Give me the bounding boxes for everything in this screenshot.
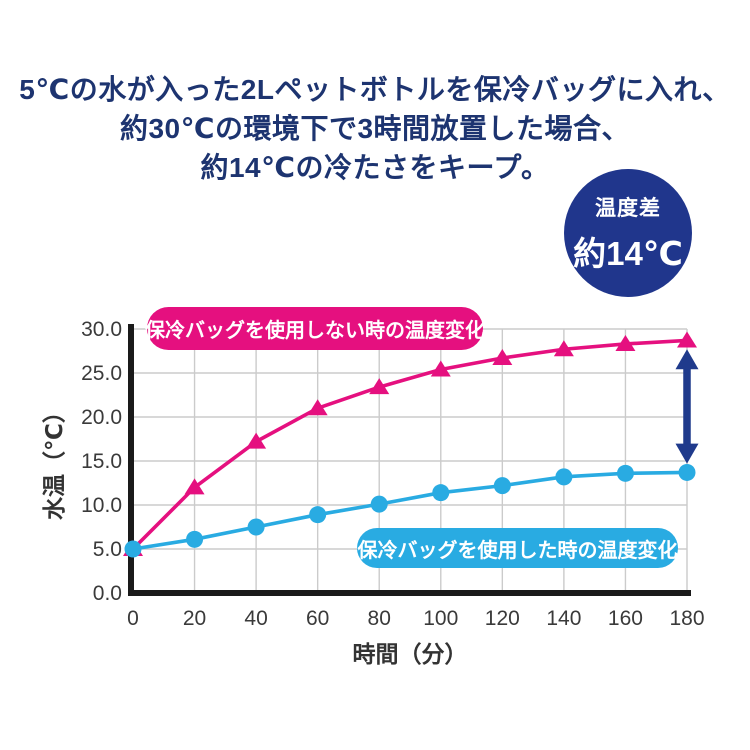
triangle-marker	[369, 378, 390, 395]
page-title: 5℃の水が入った2Lペットボトルを保冷バッグに入れ、 約30℃の環境下で3時間放…	[0, 70, 750, 187]
x-tick-label: 0	[127, 607, 139, 630]
temp-diff-badge: 温度差 約14℃	[564, 169, 692, 297]
triangle-marker	[492, 349, 513, 366]
circle-marker	[247, 518, 265, 536]
y-tick-label: 0.0	[93, 582, 122, 605]
title-line-1: 5℃の水が入った2Lペットボトルを保冷バッグに入れ、	[19, 74, 731, 105]
series-label-no-bag-text: 保冷バッグを使用しない時の温度変化	[145, 320, 485, 342]
y-tick-label: 25.0	[81, 362, 122, 385]
triangle-marker	[677, 331, 697, 348]
circle-marker	[555, 468, 573, 486]
triangle-marker	[615, 334, 636, 351]
x-axis-title: 時間（分）	[353, 641, 468, 667]
triangle-marker	[246, 432, 267, 449]
title-line-3: 約14℃の冷たさをキープ。	[200, 152, 550, 183]
circle-marker	[186, 530, 204, 548]
circle-marker	[370, 495, 388, 513]
y-tick-label: 5.0	[93, 538, 122, 561]
y-tick-label: 20.0	[81, 406, 122, 429]
x-tick-label: 100	[423, 607, 458, 630]
circle-marker	[678, 463, 696, 481]
series-label-no-bag-pill: 保冷バッグを使用しない時の温度変化	[145, 307, 485, 350]
title-line-2: 約30℃の環境下で3時間放置した場合、	[119, 113, 631, 144]
circle-marker	[493, 477, 511, 495]
x-tick-label: 120	[485, 607, 520, 630]
x-tick-label: 140	[546, 607, 581, 630]
circle-marker	[616, 464, 634, 482]
x-tick-label: 80	[368, 607, 391, 630]
badge-value: 約14℃	[573, 234, 683, 272]
triangle-marker	[307, 399, 328, 416]
triangle-marker	[184, 478, 205, 495]
series-line-no-bag	[131, 338, 688, 551]
diff-arrow-head-up-icon	[675, 349, 699, 370]
triangle-marker	[553, 340, 574, 357]
y-tick-label: 30.0	[81, 318, 122, 341]
x-tick-label: 20	[183, 607, 206, 630]
x-tick-label: 180	[669, 607, 704, 630]
circle-marker	[124, 540, 142, 558]
series-label-with-bag-text: 保冷バッグを使用した時の温度変化	[357, 539, 678, 562]
circle-marker	[432, 484, 450, 502]
y-tick-label: 15.0	[81, 450, 122, 473]
triangle-marker	[430, 360, 451, 377]
diff-arrow-head-down-icon	[675, 443, 699, 464]
y-axis-title: 水温（℃）	[41, 400, 67, 520]
badge-label: 温度差	[595, 196, 661, 220]
x-tick-label: 160	[608, 607, 643, 630]
series-line-with-bag	[132, 470, 688, 551]
x-tick-label: 40	[244, 607, 267, 630]
series-label-with-bag-pill: 保冷バッグを使用した時の温度変化	[357, 528, 678, 568]
y-tick-label: 10.0	[81, 494, 122, 517]
circle-marker	[309, 506, 327, 524]
x-tick-label: 60	[306, 607, 329, 630]
